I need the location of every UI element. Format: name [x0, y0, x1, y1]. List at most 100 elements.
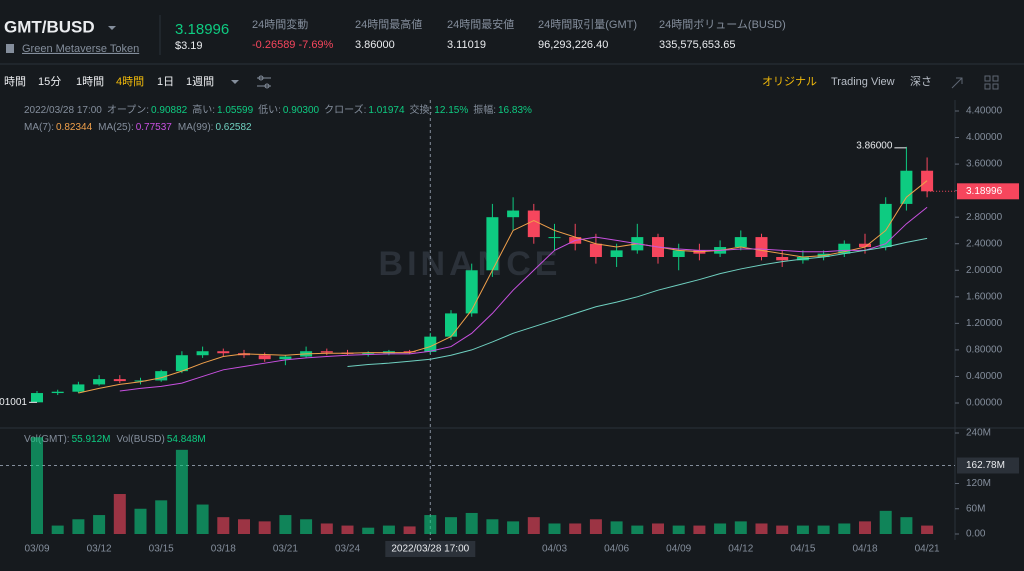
candle-body [859, 243, 871, 248]
info-value: 1.01974 [368, 105, 405, 116]
x-tick-label: 04/18 [852, 544, 877, 555]
y-tick-label: 4.40000 [966, 106, 1003, 117]
interval-tab[interactable]: 1時間 [76, 75, 104, 88]
legend-name: Vol(BUSD) [116, 434, 164, 445]
token-icon [6, 44, 14, 53]
volume-bar [134, 508, 147, 534]
candle-body [113, 379, 126, 382]
x-tick-label: 03/15 [149, 544, 174, 555]
volume-bar [113, 494, 126, 534]
high-label: 3.86000 [856, 140, 893, 151]
volume-bar [693, 525, 706, 534]
candle-body [900, 170, 913, 204]
volume-bar [72, 519, 85, 534]
candle-body [776, 257, 789, 261]
x-tick-label: 03/24 [335, 544, 360, 555]
ma-line [78, 180, 928, 394]
x-tick-label: 03/21 [273, 544, 298, 555]
volume-bar [776, 525, 789, 534]
x-tick-label: 03/18 [211, 544, 236, 555]
volume-bar [175, 449, 188, 534]
volume-bar [382, 525, 395, 534]
volume-bar [589, 519, 602, 534]
candle-body [465, 270, 478, 314]
ohlc-info: 2022/03/28 17:00 オープン: 0.90882 高い: 1.05599 低い… [24, 103, 532, 116]
y-tick-label: 0.40000 [966, 371, 1003, 382]
y-tick-label: 1.20000 [966, 318, 1003, 329]
x-tick-label: 03/09 [24, 544, 49, 555]
dropdown-icon[interactable] [108, 26, 116, 30]
candle-body [93, 379, 106, 385]
info-label: 交換: [410, 103, 433, 116]
stat-label: 24時間最高値 [355, 17, 422, 31]
y-tick-label: 3.60000 [966, 159, 1003, 170]
view-tab[interactable]: Trading View [831, 76, 895, 88]
volume-bar [238, 519, 250, 534]
interval-tab[interactable]: 1週間 [186, 75, 214, 88]
stat-label: 24時間取引量(GMT) [538, 17, 637, 31]
legend-value: 54.848M [167, 434, 206, 445]
ma-line [119, 206, 928, 392]
settings-icon[interactable] [257, 75, 271, 89]
candle-body [51, 391, 64, 394]
legend-name: MA(25): [98, 122, 134, 133]
last-price: 3.18996 [175, 21, 229, 38]
x-tick-label: 03/12 [87, 544, 112, 555]
interval-tab[interactable]: 時間 [4, 75, 26, 88]
volume-bar [196, 504, 209, 534]
volume-bar [569, 523, 582, 534]
volume-bar [279, 515, 292, 534]
interval-tab[interactable]: 4時間 [116, 75, 144, 88]
legend-value: 0.62582 [215, 122, 252, 133]
crosshair-date: 2022/03/28 17:00 [391, 544, 469, 555]
volume-bar [817, 525, 830, 534]
volume-tick-label: 120M [966, 478, 991, 489]
stat-value: 3.86000 [355, 39, 395, 51]
volume-bar [755, 523, 768, 534]
volume-bar [31, 437, 43, 534]
token-name[interactable]: Green Metaverse Token [22, 43, 139, 55]
stat-label: 24時間ボリューム(BUSD) [659, 18, 786, 31]
crosshair-date-tag [385, 541, 476, 557]
info-label: 低い: [258, 103, 281, 116]
info-value: 12.15% [434, 105, 468, 116]
volume-bar [838, 523, 851, 534]
layout-icons[interactable] [951, 75, 999, 90]
info-value: 16.83% [498, 105, 532, 116]
crosshair-tag [957, 457, 1019, 474]
candle-body [31, 393, 43, 403]
candle-body [155, 371, 168, 381]
view-tab[interactable]: 深さ [910, 75, 932, 88]
low-label: 0.01001 [0, 397, 27, 408]
volume-bar [465, 512, 478, 534]
crosshair-value: 162.78M [966, 460, 1005, 471]
candle-body [424, 336, 437, 352]
legend-name: MA(7): [24, 122, 54, 133]
interval-tab[interactable]: 15分 [38, 75, 61, 88]
y-tick-label: 2.40000 [966, 238, 1003, 249]
stat-label: 24時間最安値 [447, 17, 514, 31]
volume-bar [652, 523, 664, 534]
candle-body [610, 250, 623, 257]
candle-body [403, 351, 416, 353]
volume-bar [548, 523, 561, 534]
candle-body [589, 243, 602, 257]
interval-tab[interactable]: 1日 [157, 76, 174, 88]
candle-body [217, 351, 230, 354]
volume-bar [155, 500, 168, 534]
y-tick-label: 2.00000 [966, 265, 1003, 276]
dropdown-icon[interactable] [231, 80, 239, 84]
last-price-usd: $3.19 [175, 40, 203, 52]
view-tab[interactable]: オリジナル [762, 75, 817, 88]
candle-body [672, 250, 685, 257]
candle-body [320, 351, 333, 353]
y-tick-label: 0.80000 [966, 345, 1003, 356]
candle-body [258, 355, 271, 360]
symbol[interactable]: GMT/BUSD [4, 17, 95, 36]
volume-bar [734, 521, 747, 534]
candle-body [734, 237, 747, 248]
legend-name: Vol(GMT): [24, 434, 70, 445]
volume-bar [714, 523, 727, 534]
